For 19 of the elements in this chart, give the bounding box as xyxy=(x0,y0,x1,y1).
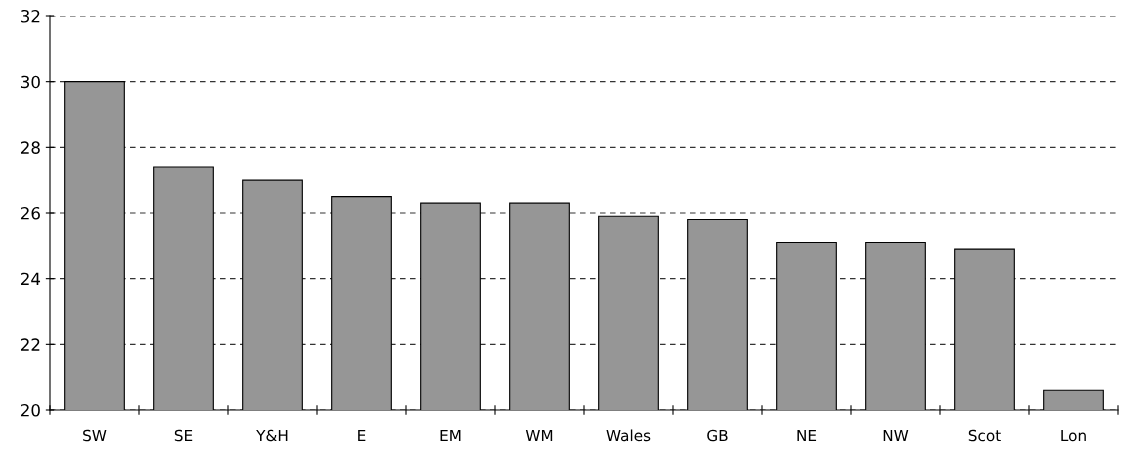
x-tick-label: Scot xyxy=(968,429,1001,442)
x-tick-label: E xyxy=(358,429,366,442)
y-tick-label: 24 xyxy=(20,272,41,285)
x-tick-label: SW xyxy=(83,429,107,442)
x-tick-label: Wales xyxy=(606,429,651,442)
x-tick-label: GB xyxy=(707,429,728,442)
x-tick-label: NW xyxy=(883,429,909,442)
y-tick-label: 26 xyxy=(20,206,40,220)
y-tick-label: 28 xyxy=(20,141,40,154)
x-tick-label: Lon xyxy=(1061,429,1086,442)
y-tick-label: 22 xyxy=(20,338,40,351)
x-tick-label: WM xyxy=(525,429,553,442)
y-tick-label: 32 xyxy=(21,9,40,23)
y-tick-label: 30 xyxy=(21,75,40,89)
x-tick-label: NE xyxy=(797,429,817,442)
x-tick-label: SE xyxy=(174,429,193,442)
x-tick-label: EM xyxy=(440,429,461,442)
y-tick-label: 20 xyxy=(20,403,40,417)
x-tick-label: Y&H xyxy=(256,429,288,442)
